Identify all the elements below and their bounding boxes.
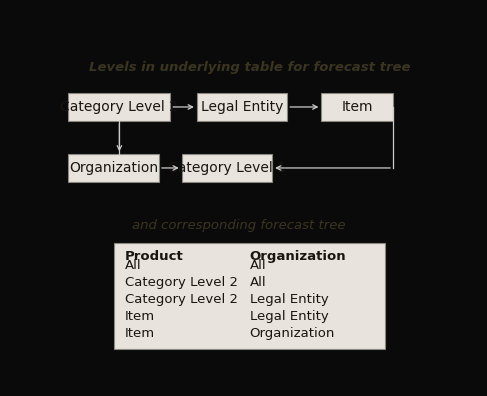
Text: Legal Entity: Legal Entity bbox=[250, 293, 328, 306]
Text: Levels in underlying table for forecast tree: Levels in underlying table for forecast … bbox=[89, 61, 411, 74]
Text: Item: Item bbox=[125, 327, 155, 339]
Text: Category Level 2: Category Level 2 bbox=[60, 100, 178, 114]
FancyBboxPatch shape bbox=[68, 154, 159, 182]
Text: Organization: Organization bbox=[250, 250, 346, 263]
Text: Category Level 1: Category Level 1 bbox=[168, 161, 286, 175]
Text: Product: Product bbox=[125, 250, 184, 263]
FancyBboxPatch shape bbox=[321, 93, 393, 121]
Text: Legal Entity: Legal Entity bbox=[201, 100, 283, 114]
Text: Organization: Organization bbox=[69, 161, 158, 175]
Text: Category Level 2: Category Level 2 bbox=[125, 293, 238, 306]
FancyBboxPatch shape bbox=[197, 93, 287, 121]
Text: Category Level 2: Category Level 2 bbox=[125, 276, 238, 289]
Text: All: All bbox=[250, 276, 266, 289]
Text: All: All bbox=[250, 259, 266, 272]
Text: Item: Item bbox=[341, 100, 373, 114]
Text: All: All bbox=[125, 259, 142, 272]
FancyBboxPatch shape bbox=[114, 243, 386, 349]
Text: Organization: Organization bbox=[250, 327, 335, 339]
FancyBboxPatch shape bbox=[68, 93, 170, 121]
Text: Item: Item bbox=[125, 310, 155, 323]
FancyBboxPatch shape bbox=[182, 154, 272, 182]
Text: Legal Entity: Legal Entity bbox=[250, 310, 328, 323]
Text: and corresponding forecast tree: and corresponding forecast tree bbox=[131, 219, 345, 232]
